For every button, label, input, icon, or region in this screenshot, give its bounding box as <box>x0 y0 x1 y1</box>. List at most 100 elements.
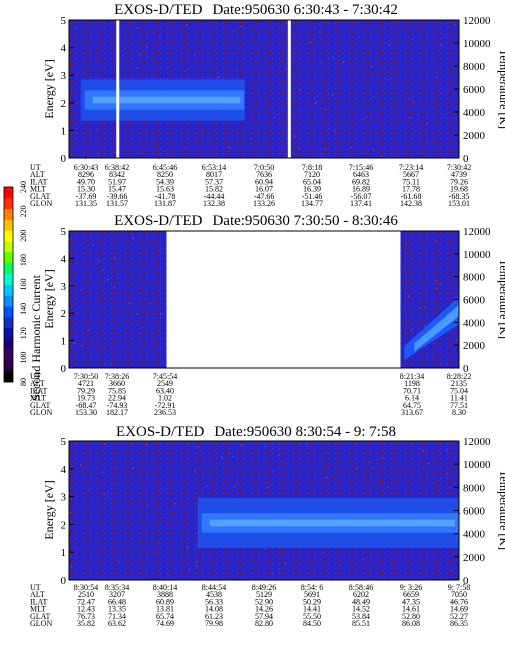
noise-speckle <box>158 60 160 62</box>
noise-speckle <box>342 61 345 63</box>
noise-speckle <box>184 147 187 150</box>
noise-speckle <box>178 569 181 571</box>
noise-speckle <box>105 348 108 350</box>
noise-speckle <box>325 145 328 148</box>
colorbar-swatch <box>4 306 13 318</box>
orbit-row-label: GLON <box>30 408 52 417</box>
noise-speckle <box>357 568 360 570</box>
noise-speckle <box>113 483 116 485</box>
noise-speckle <box>100 299 102 302</box>
noise-speckle <box>186 546 188 549</box>
noise-speckle <box>391 566 394 568</box>
noise-speckle <box>294 443 297 445</box>
noise-speckle <box>367 90 369 92</box>
orbit-cell: 15.47 <box>108 185 126 194</box>
noise-speckle <box>365 116 367 118</box>
y-tick-label: 2 <box>61 308 67 320</box>
orbit-cell: 14.69 <box>450 605 468 614</box>
noise-speckle <box>103 48 105 50</box>
noise-speckle <box>167 66 169 68</box>
orbit-row-label: ALT <box>30 590 45 599</box>
noise-speckle <box>73 342 75 344</box>
orbit-cell: 7120 <box>304 170 320 179</box>
colorbar-swatch <box>4 252 13 264</box>
noise-speckle <box>418 123 420 126</box>
noise-speckle <box>410 278 413 281</box>
noise-speckle <box>296 473 298 475</box>
noise-speckle <box>159 36 161 38</box>
orbit-cell: 19.73 <box>77 394 95 403</box>
colorbar-swatch <box>4 338 13 350</box>
y-right-tick-label: 6000 <box>463 84 486 96</box>
colorbar-swatch <box>4 295 13 307</box>
noise-speckle <box>159 455 161 458</box>
noise-speckle <box>409 117 411 119</box>
noise-speckle <box>147 540 149 542</box>
noise-speckle <box>228 146 230 148</box>
noise-speckle <box>114 467 117 469</box>
orbit-cell: 131.57 <box>106 199 128 208</box>
noise-speckle <box>404 272 406 274</box>
noise-speckle <box>217 447 220 449</box>
noise-speckle <box>331 100 333 102</box>
noise-speckle <box>174 503 177 505</box>
noise-speckle <box>320 61 323 63</box>
colorbar-tick-label: 100 <box>19 352 28 364</box>
orbit-cell: 3207 <box>109 590 125 599</box>
noise-speckle <box>128 508 131 510</box>
orbit-cell: 4721 <box>78 379 94 388</box>
noise-speckle <box>141 327 143 329</box>
orbit-cell: 142.38 <box>400 199 422 208</box>
noise-speckle <box>137 454 139 456</box>
noise-speckle <box>137 274 139 277</box>
noise-speckle <box>279 554 282 556</box>
noise-speckle <box>204 578 206 580</box>
noise-speckle <box>155 552 158 554</box>
y-right-tick-label: 0 <box>463 153 469 165</box>
noise-speckle <box>254 466 256 469</box>
noise-speckle <box>344 573 347 575</box>
orbit-cell: 64.75 <box>403 401 421 410</box>
orbit-cell: 14.61 <box>402 605 420 614</box>
noise-speckle <box>146 504 149 506</box>
orbit-cell: 35.82 <box>77 619 95 628</box>
noise-speckle <box>321 154 323 156</box>
noise-speckle <box>435 279 437 281</box>
colorbar-tick-label: 80 <box>19 378 28 386</box>
noise-speckle <box>80 249 83 251</box>
colorbar-swatch <box>4 371 13 383</box>
noise-speckle <box>423 326 426 328</box>
noise-speckle <box>160 151 162 153</box>
noise-speckle <box>224 471 227 474</box>
colorbar-tick-label: 240 <box>19 181 28 193</box>
noise-speckle <box>346 486 349 488</box>
orbit-cell: 15.82 <box>205 185 223 194</box>
colorbar-tick-label: 140 <box>19 303 28 315</box>
y-tick-label: 3 <box>61 70 67 82</box>
orbit-cell: 75.85 <box>108 386 126 395</box>
orbit-cell: 8342 <box>109 170 125 179</box>
orbit-cell: 79.98 <box>205 619 223 628</box>
noise-speckle <box>407 249 410 251</box>
noise-speckle <box>78 346 80 349</box>
noise-speckle <box>435 287 438 289</box>
orbit-cell: 8:40:14 <box>153 583 177 592</box>
noise-speckle <box>186 24 188 26</box>
data-gap <box>116 20 120 158</box>
noise-speckle <box>141 453 144 455</box>
noise-speckle <box>302 452 305 454</box>
noise-speckle <box>87 329 90 331</box>
orbit-cell: 52.90 <box>255 597 273 606</box>
noise-speckle <box>127 357 129 359</box>
noise-speckle <box>431 139 433 141</box>
orbit-cell: 7050 <box>451 590 467 599</box>
noise-speckle <box>104 443 106 445</box>
noise-speckle <box>87 496 90 498</box>
orbit-row-label: MLT <box>30 394 46 403</box>
orbit-cell: 5691 <box>304 590 320 599</box>
noise-speckle <box>446 279 449 281</box>
orbit-row-label: GLAT <box>30 192 51 201</box>
noise-speckle <box>193 496 196 498</box>
noise-speckle <box>313 36 315 38</box>
y-tick-label: 1 <box>61 125 67 137</box>
